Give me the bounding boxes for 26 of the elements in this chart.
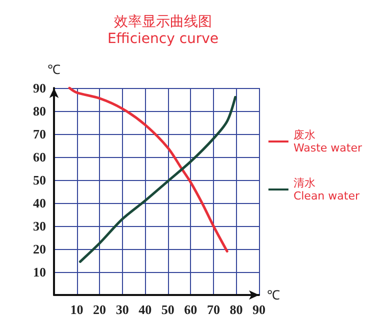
x-tick-label: 90 — [252, 302, 266, 317]
y-axis-title: ℃ — [48, 62, 60, 77]
y-tick-label: 50 — [33, 172, 46, 188]
chart-title: 效率显示曲线图 — [114, 14, 212, 30]
y-tick-label: 30 — [33, 218, 46, 234]
y-tick-label: 90 — [33, 80, 46, 96]
line-series — [68, 86, 228, 253]
x-tick-label: 60 — [184, 302, 198, 317]
x-tick-label: 30 — [116, 302, 129, 317]
x-tick-label: 80 — [230, 302, 243, 317]
x-tick-label: 20 — [93, 302, 106, 317]
y-tick-label: 20 — [33, 242, 46, 256]
line-series — [78, 96, 237, 263]
y-tick-label: 70 — [33, 126, 46, 142]
y-tick-label: 40 — [33, 196, 46, 210]
chart-subtitle: Efficiency curve — [107, 31, 219, 47]
y-tick-label: 80 — [33, 104, 46, 118]
y-tick-label: 60 — [33, 150, 46, 164]
x-tick-label: 10 — [70, 302, 84, 317]
legend-label: 废水 Waste water — [293, 128, 362, 154]
x-axis-title: ℃ — [267, 288, 280, 302]
x-tick-label: 50 — [161, 302, 174, 317]
x-tick-label: 70 — [206, 302, 220, 317]
y-tick-label: 10 — [33, 264, 46, 280]
legend-label: 清水 Clean water — [293, 176, 360, 202]
x-tick-label: 40 — [138, 302, 152, 317]
